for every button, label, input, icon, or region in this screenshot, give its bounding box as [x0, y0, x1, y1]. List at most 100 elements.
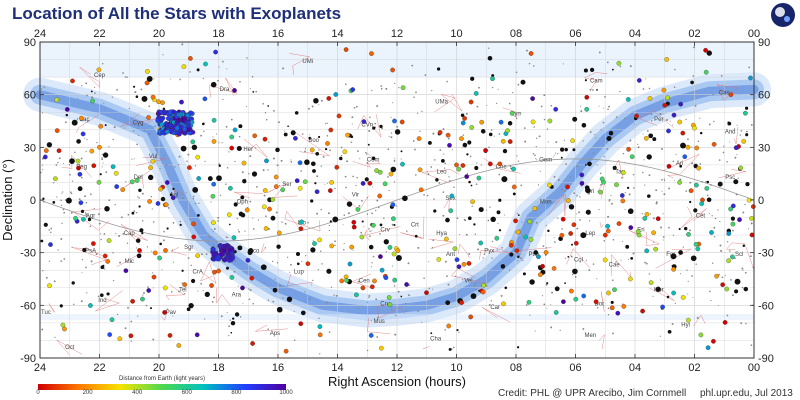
background-star — [80, 176, 83, 179]
background-star — [581, 303, 583, 305]
exoplanet-host-star — [470, 199, 475, 205]
exoplanet-host-star — [264, 158, 269, 164]
background-star — [101, 158, 104, 161]
exoplanet-host-star — [644, 211, 650, 217]
constellation-label: Boo — [308, 138, 319, 144]
catalog-star — [611, 68, 614, 71]
exoplanet-host-star — [191, 221, 196, 227]
exoplanet-host-star — [619, 193, 625, 198]
background-star — [80, 300, 83, 303]
background-star — [731, 229, 734, 232]
constellation-label: Vel — [464, 279, 472, 285]
background-star — [686, 269, 688, 271]
background-star — [598, 51, 601, 54]
background-star — [301, 133, 304, 135]
background-star — [668, 187, 671, 190]
exoplanet-host-star — [158, 186, 163, 192]
background-star — [596, 307, 599, 309]
constellation-label: Cap — [124, 231, 136, 237]
background-star — [421, 110, 423, 113]
x-tick-label-top: 02 — [688, 28, 700, 40]
catalog-star — [612, 165, 617, 170]
background-star — [187, 153, 190, 156]
background-star — [255, 90, 258, 93]
background-star — [442, 191, 445, 193]
exoplanet-host-star — [741, 139, 747, 144]
background-star — [451, 348, 453, 350]
background-star — [62, 208, 65, 211]
background-star — [496, 249, 498, 251]
exoplanet-host-star — [462, 116, 467, 121]
background-star — [93, 207, 95, 210]
background-star — [682, 246, 684, 248]
background-star — [744, 271, 747, 274]
catalog-star — [547, 229, 550, 233]
background-star — [488, 47, 490, 49]
background-star — [252, 302, 254, 305]
background-star — [600, 183, 602, 186]
catalog-star — [546, 282, 549, 285]
background-star — [275, 211, 278, 214]
exoplanet-host-star — [280, 187, 286, 193]
background-star — [745, 322, 747, 325]
x-tick-label-top: 22 — [93, 28, 105, 40]
background-star — [141, 220, 144, 222]
background-star — [370, 320, 372, 322]
background-star — [713, 226, 716, 229]
background-star — [588, 220, 591, 222]
exoplanet-host-star — [250, 341, 255, 346]
constellation-figure — [502, 107, 518, 119]
background-star — [734, 257, 736, 260]
background-star — [53, 280, 56, 283]
bulge-star — [227, 258, 232, 263]
exoplanet-host-star — [748, 75, 753, 81]
background-star — [130, 320, 133, 323]
background-star — [424, 74, 427, 76]
catalog-star — [100, 293, 104, 297]
catalog-star — [367, 143, 370, 146]
background-star — [366, 301, 369, 303]
exoplanet-host-star — [643, 135, 649, 141]
catalog-star — [478, 207, 484, 213]
background-star — [181, 43, 184, 46]
background-star — [139, 235, 142, 237]
background-star — [536, 137, 538, 139]
exoplanet-host-star — [602, 257, 608, 263]
catalog-star — [745, 106, 749, 110]
background-star — [56, 196, 58, 198]
exoplanet-host-star — [351, 219, 357, 225]
background-star — [374, 122, 377, 125]
kepler-field-star — [185, 113, 190, 118]
background-star — [50, 231, 52, 234]
background-star — [611, 279, 614, 282]
exoplanet-host-star — [78, 200, 84, 206]
constellation-figure — [367, 317, 391, 334]
catalog-star — [680, 142, 686, 149]
background-star — [351, 123, 353, 125]
background-star — [228, 151, 230, 153]
background-star — [381, 127, 384, 130]
background-star — [84, 195, 86, 198]
background-star — [563, 139, 566, 141]
background-star — [442, 214, 445, 217]
exoplanet-host-star — [692, 125, 697, 131]
background-star — [447, 283, 450, 286]
bulge-star — [227, 247, 233, 253]
catalog-star — [162, 107, 166, 111]
catalog-star — [520, 79, 526, 85]
background-star — [108, 199, 111, 202]
kepler-field-star — [164, 129, 170, 135]
background-star — [60, 260, 63, 262]
background-star — [413, 96, 415, 98]
background-star — [192, 197, 195, 200]
exoplanet-host-star — [163, 248, 168, 253]
background-star — [60, 238, 63, 240]
background-star — [607, 313, 610, 316]
background-star — [595, 137, 597, 139]
catalog-star — [596, 89, 598, 91]
background-star — [545, 283, 548, 286]
background-star — [344, 83, 347, 86]
background-star — [564, 257, 566, 259]
background-star — [490, 300, 492, 302]
